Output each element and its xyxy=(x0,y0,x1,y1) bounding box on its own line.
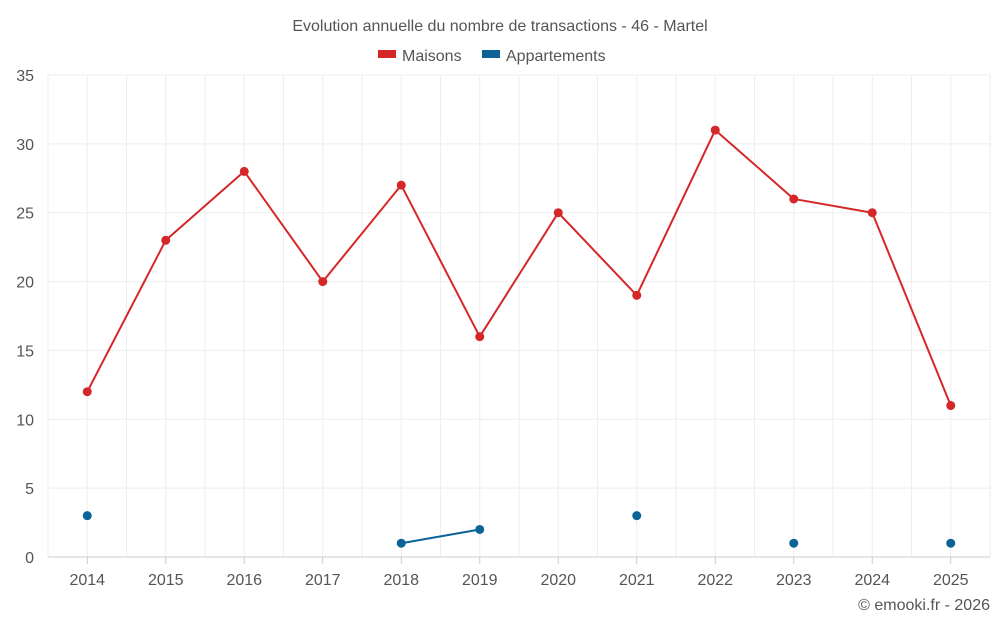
series-line-segment xyxy=(557,212,638,297)
x-tick-label: 2024 xyxy=(854,572,890,589)
x-tick-label: 2019 xyxy=(462,572,498,589)
x-tick-label: 2016 xyxy=(226,572,262,589)
series-maisons xyxy=(82,125,956,411)
series-line-segment xyxy=(871,212,952,406)
data-point[interactable] xyxy=(318,277,328,287)
data-point[interactable] xyxy=(710,125,720,135)
y-tick-label: 25 xyxy=(16,206,34,223)
data-point[interactable] xyxy=(161,235,171,245)
legend: Maisons Appartements xyxy=(378,48,606,65)
x-tick-label: 2021 xyxy=(619,572,655,589)
data-point[interactable] xyxy=(867,208,877,218)
data-point[interactable] xyxy=(475,332,485,342)
x-tick-label: 2017 xyxy=(305,572,341,589)
series-line-segment xyxy=(401,528,480,545)
credit-text: © emooki.fr - 2026 xyxy=(858,597,990,614)
series-line-segment xyxy=(321,184,403,283)
x-tick-label: 2020 xyxy=(540,572,576,589)
series-line-segment xyxy=(400,184,481,338)
grid xyxy=(47,74,991,557)
x-tick-label: 2018 xyxy=(383,572,419,589)
y-tick-label: 35 xyxy=(16,68,34,85)
legend-label-appartements: Appartements xyxy=(506,48,606,65)
data-point[interactable] xyxy=(789,538,799,548)
data-point[interactable] xyxy=(82,387,92,397)
series-line-segment xyxy=(243,170,324,283)
data-point[interactable] xyxy=(632,290,642,300)
data-point[interactable] xyxy=(396,538,406,548)
data-point[interactable] xyxy=(239,166,249,176)
x-axis-ticks: 2014 2015 2016 2017 2018 2019 2020 2021 2022 2023… xyxy=(48,556,990,589)
series-line-segment xyxy=(714,129,795,200)
data-point[interactable] xyxy=(82,511,92,521)
chart-title: Evolution annuelle du nombre de transact… xyxy=(292,18,707,35)
data-point[interactable] xyxy=(553,208,563,218)
y-tick-label: 10 xyxy=(16,412,34,429)
data-point[interactable] xyxy=(789,194,799,204)
series-appartements xyxy=(82,511,956,548)
data-point[interactable] xyxy=(946,538,956,548)
x-tick-label: 2025 xyxy=(933,572,969,589)
data-point[interactable] xyxy=(946,401,956,411)
series-line-segment xyxy=(635,129,717,296)
data-point[interactable] xyxy=(475,524,485,534)
x-tick-label: 2014 xyxy=(69,572,105,589)
y-tick-label: 5 xyxy=(25,481,34,498)
y-tick-label: 30 xyxy=(16,137,34,154)
y-tick-label: 0 xyxy=(25,550,34,567)
series-line-segment xyxy=(478,212,560,338)
legend-swatch-maisons xyxy=(378,50,396,58)
x-tick-label: 2023 xyxy=(776,572,812,589)
y-tick-label: 20 xyxy=(16,275,34,292)
legend-item-maisons[interactable]: Maisons xyxy=(378,48,462,65)
series-line-segment xyxy=(793,197,873,214)
y-tick-label: 15 xyxy=(16,343,34,360)
series-line-segment xyxy=(165,170,245,242)
x-tick-label: 2022 xyxy=(697,572,733,589)
series-line-segment xyxy=(86,239,167,393)
legend-item-appartements[interactable]: Appartements xyxy=(482,48,606,65)
legend-swatch-appartements xyxy=(482,50,500,58)
data-point[interactable] xyxy=(632,511,642,521)
series xyxy=(82,125,956,548)
y-axis-ticks: 0 5 10 15 20 25 30 35 xyxy=(16,68,34,567)
data-point[interactable] xyxy=(396,180,406,190)
legend-label-maisons: Maisons xyxy=(402,48,462,65)
x-tick-label: 2015 xyxy=(148,572,184,589)
